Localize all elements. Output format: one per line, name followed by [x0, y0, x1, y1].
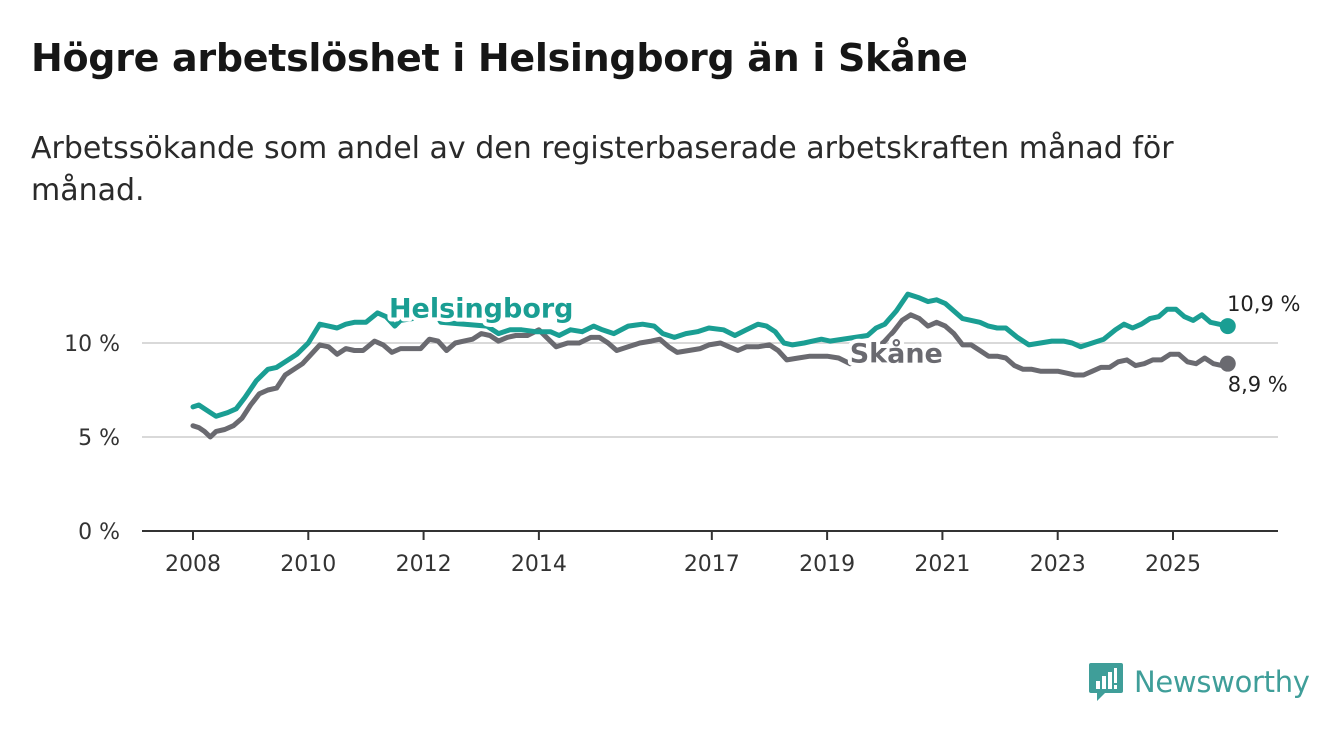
logo-text: Newsworthy: [1134, 665, 1310, 699]
series-line-helsingborg: [190, 291, 1231, 419]
end-point-skane: [1219, 355, 1236, 372]
x-tick-label: 2019: [799, 552, 855, 577]
chart-subtitle: Arbetssökande som andel av den registerb…: [31, 131, 1174, 208]
series-labels: Helsingborg 10,9 % Skåne 8,9 %: [385, 289, 1303, 399]
end-value-label-helsingborg: 10,9 %: [1227, 292, 1300, 316]
grid-lines: [142, 342, 1278, 438]
newsworthy-logo: Newsworthy: [1088, 660, 1310, 704]
x-tick-label: 2012: [396, 552, 452, 577]
chart-title: Högre arbetslöshet i Helsingborg än i Sk…: [31, 36, 968, 80]
series-label-helsingborg: Helsingborg: [389, 293, 574, 324]
x-tick-label: 2010: [280, 552, 336, 577]
x-tick-label: 2023: [1030, 552, 1086, 577]
newsworthy-bar-chart-icon: [1089, 663, 1123, 701]
series-line-skane: [190, 312, 1231, 440]
y-tick-label: 10 %: [64, 332, 120, 357]
x-axis-ticks: 2008 2010 2012 2014 2017 2019 2021 2023 2025: [165, 531, 1201, 577]
series-label-skane: Skåne: [850, 337, 943, 369]
end-value-label-skane: 8,9 %: [1228, 373, 1288, 397]
series-lines: [190, 291, 1236, 440]
y-tick-label: 5 %: [78, 426, 120, 451]
y-tick-label: 0 %: [78, 520, 120, 545]
y-axis-ticks: 0 % 5 % 10 %: [64, 332, 120, 545]
x-tick-label: 2021: [914, 552, 970, 577]
x-tick-label: 2017: [684, 552, 740, 577]
x-tick-label: 2025: [1145, 552, 1201, 577]
x-tick-label: 2008: [165, 552, 221, 577]
end-point-helsingborg: [1219, 318, 1236, 335]
x-tick-label: 2014: [511, 552, 567, 577]
